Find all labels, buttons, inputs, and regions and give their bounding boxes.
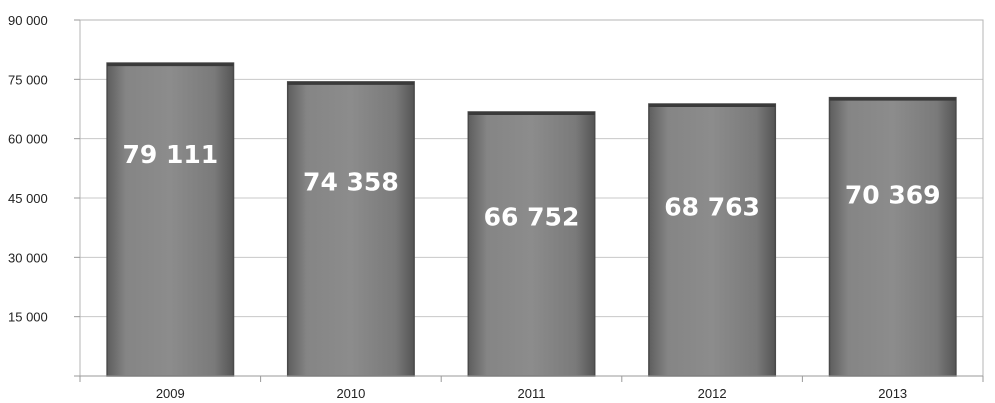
data-label: 66 752 [484,202,580,231]
x-tick-label: 2011 [518,386,546,401]
y-tick-label: 15 000 [8,310,48,325]
data-label: 68 763 [664,193,760,222]
y-tick-label: 45 000 [8,191,48,206]
y-axis: 15 000 30 000 45 000 60 000 75 000 90 000 [8,13,80,377]
y-tick-label: 75 000 [8,72,48,87]
y-tick-label: 90 000 [8,13,48,28]
data-label: 74 358 [303,168,399,197]
y-tick-label: 30 000 [8,250,48,265]
bar-2013 [828,96,957,377]
bar-2009 [106,62,235,377]
x-tick-label: 2013 [878,386,907,401]
x-tick-label: 2009 [156,386,185,401]
bar-2011 [467,111,596,377]
data-label: 70 369 [845,180,941,209]
x-tick-label: 2010 [336,386,365,401]
x-tick-label: 2012 [698,386,727,401]
bar-2012 [648,103,777,377]
data-label: 79 111 [122,140,218,169]
bar-2010 [286,81,415,377]
x-axis: 2009 2010 2011 2012 2013 [79,375,984,401]
y-tick-label: 60 000 [8,132,48,147]
bars: 79 111 74 358 66 752 68 763 70 369 [106,62,957,377]
